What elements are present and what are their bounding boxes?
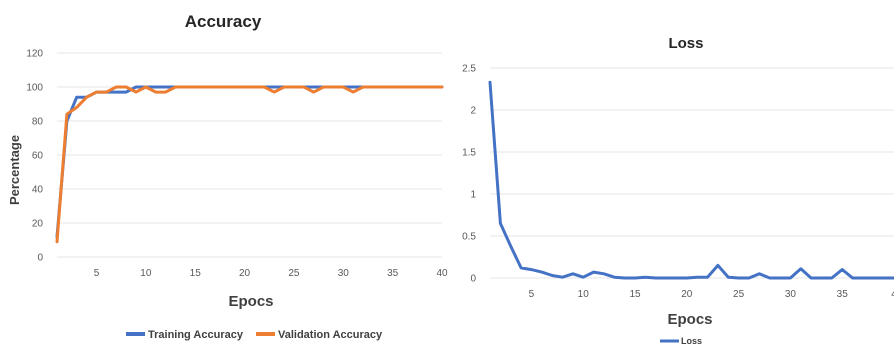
accuracy-x-tick-label: 40 [436, 268, 448, 279]
loss-points-loss [489, 82, 894, 279]
loss-x-tick-label: 30 [785, 289, 797, 300]
accuracy-y-tick-label: 40 [32, 185, 44, 196]
accuracy-series-line-training-accuracy [55, 85, 444, 239]
accuracy-y-tick-label: 20 [32, 219, 44, 230]
accuracy-x-tick-label: 20 [239, 268, 251, 279]
loss-series-lines [488, 80, 894, 280]
loss-y-tick-label: 1.5 [462, 148, 476, 159]
accuracy-points-training-accuracy [56, 86, 443, 237]
legend-label-loss: Loss [681, 336, 702, 346]
loss-x-axis-title: Epocs [667, 311, 712, 328]
legend-label-validation-accuracy: Validation Accuracy [278, 329, 383, 341]
loss-series-line-loss [488, 80, 894, 280]
accuracy-x-tick-label: 30 [338, 268, 350, 279]
accuracy-legend: Training Accuracy Validation Accuracy [126, 329, 383, 341]
loss-x-tick-label: 10 [578, 289, 590, 300]
accuracy-x-tick-labels: 5 10 15 20 25 30 35 40 [94, 268, 448, 279]
accuracy-y-tick-labels: 0 20 40 60 80 100 120 [26, 49, 43, 264]
loss-chart-title: Loss [668, 35, 703, 52]
accuracy-y-tick-label: 120 [26, 49, 43, 60]
accuracy-chart-title: Accuracy [185, 12, 262, 31]
loss-y-tick-label: 2.5 [462, 64, 476, 75]
accuracy-series-line-validation-accuracy [55, 85, 444, 244]
accuracy-gridlines [57, 52, 442, 258]
loss-gridlines [490, 67, 894, 279]
accuracy-x-tick-label: 35 [387, 268, 399, 279]
loss-y-tick-label: 0 [470, 274, 476, 285]
loss-x-tick-label: 5 [529, 289, 535, 300]
accuracy-x-tick-label: 5 [94, 268, 100, 279]
accuracy-x-tick-label: 10 [140, 268, 152, 279]
loss-y-tick-labels: 0 0.5 1 1.5 2 2.5 [462, 64, 476, 285]
accuracy-y-axis-title: Percentage [7, 135, 22, 205]
accuracy-y-tick-label: 100 [26, 83, 43, 94]
loss-x-tick-labels: 5 10 15 20 25 30 35 4 [529, 289, 894, 300]
accuracy-y-tick-label: 0 [37, 253, 43, 264]
loss-x-tick-label: 20 [681, 289, 693, 300]
loss-x-tick-label: 25 [733, 289, 745, 300]
loss-chart: Loss 0 0.5 1 1.5 2 2.5 5 10 15 20 25 30 35 4 Epocs L… [462, 35, 894, 346]
accuracy-x-axis-title: Epocs [228, 293, 273, 310]
loss-legend: Loss [660, 336, 702, 346]
loss-x-tick-label: 4 [891, 289, 894, 300]
loss-x-tick-label: 35 [837, 289, 849, 300]
accuracy-points-validation-accuracy [56, 86, 443, 242]
loss-y-tick-label: 0.5 [462, 232, 476, 243]
loss-y-tick-label: 2 [470, 106, 476, 117]
accuracy-x-tick-label: 15 [190, 268, 202, 279]
accuracy-y-tick-label: 80 [32, 117, 44, 128]
accuracy-y-tick-label: 60 [32, 151, 44, 162]
accuracy-x-tick-label: 25 [288, 268, 300, 279]
legend-label-training-accuracy: Training Accuracy [148, 329, 244, 341]
accuracy-series-lines [55, 85, 444, 244]
loss-x-tick-label: 15 [629, 289, 641, 300]
accuracy-chart: Accuracy 0 20 40 60 80 100 120 5 10 15 20 25 30 35 40… [7, 12, 448, 341]
loss-y-tick-label: 1 [470, 190, 476, 201]
